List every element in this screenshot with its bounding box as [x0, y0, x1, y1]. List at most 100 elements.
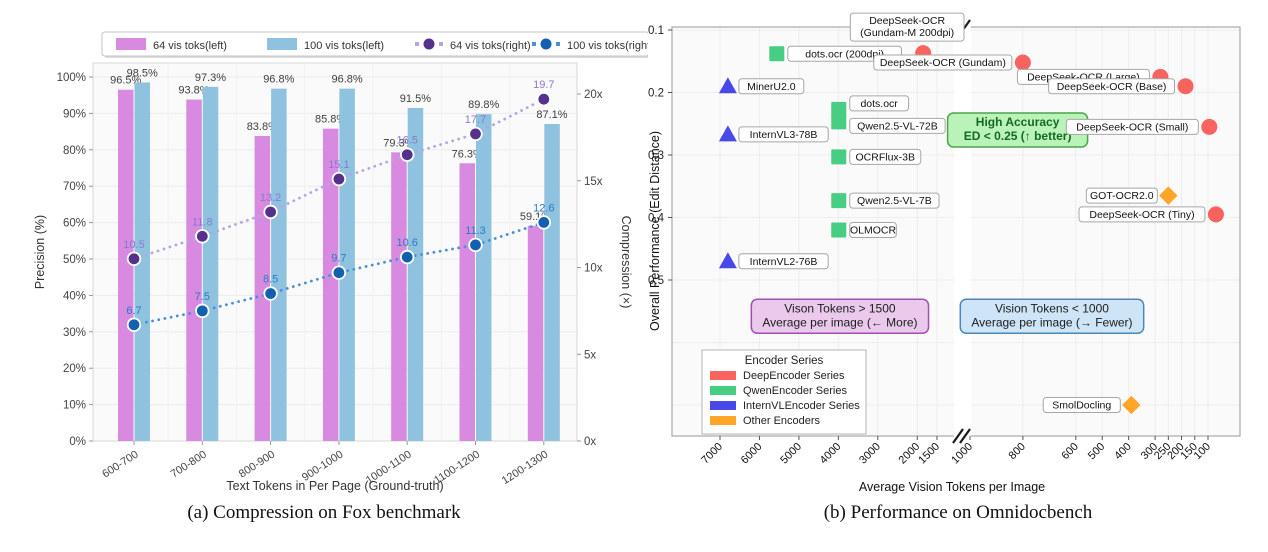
svg-text:3000: 3000 [857, 441, 883, 467]
legend-label: DeepEncoder Series [743, 370, 845, 382]
ytick-right: 20x [584, 89, 603, 101]
fox-benchmark-chart: 96.5%93.8%83.8%85.8%79.3%76.3%59.1%98.5%… [33, 31, 648, 493]
point-label-box [1048, 78, 1176, 95]
bar-value-label: 87.1% [536, 109, 567, 121]
point-label: MinerU2.0 [747, 81, 796, 93]
point-label-box [1065, 118, 1199, 135]
ytick-b: 0.2 [648, 88, 664, 100]
ytick-left: 10% [63, 400, 86, 412]
point-qwen2.5-vl-72b [831, 114, 847, 130]
ytick-left: 80% [63, 145, 86, 157]
line-dot [468, 237, 483, 253]
annotation-text: Vison Tokens > 1500 [784, 301, 896, 315]
caption-b: (b) Performance on Omnidocbench [823, 502, 1093, 523]
bar-value-label: 83.8% [247, 121, 278, 133]
legend-dot-small [556, 42, 560, 46]
dot-value-label: 6.7 [126, 305, 141, 317]
legend-swatch-internvl [710, 401, 736, 410]
ytick-b: 0.4 [648, 213, 665, 225]
bar-64-vis-toks-left--900-1000 [322, 128, 339, 442]
line-dot [536, 92, 552, 107]
line-dot [263, 286, 278, 301]
point-label: dots.ocr [860, 98, 898, 110]
svg-text:800-900: 800-900 [237, 448, 277, 480]
line-dot [468, 126, 483, 142]
ytick-b: 0.3 [648, 150, 664, 162]
point-smoldocling [1122, 395, 1141, 415]
point-label-box [1042, 397, 1121, 413]
legend-label: 64 vis toks(left) [153, 40, 227, 52]
line-dot [263, 204, 278, 220]
xtick-b: 7000 [699, 441, 725, 467]
bar-100-vis-toks-left--700-800 [202, 86, 219, 441]
xtick-b: 4000 [818, 441, 844, 467]
svg-text:1200-1300: 1200-1300 [500, 448, 551, 487]
point-label-box [738, 253, 829, 270]
legend-label: 64 vis toks(right) [450, 40, 531, 52]
xtick-b: 800 [1007, 441, 1028, 462]
bar-value-label: 93.8% [178, 85, 209, 97]
dot-value-label: 11.8 [192, 216, 213, 228]
point-label-box [1078, 206, 1206, 223]
point-label: SmolDocling [1052, 400, 1111, 412]
ytick-left: 70% [63, 181, 86, 193]
point-label-box [787, 45, 903, 62]
xtick-a: 600-700 [100, 448, 140, 480]
bar-value-label: 79.3% [383, 137, 414, 149]
svg-text:2000: 2000 [897, 441, 923, 467]
point-label: OLMOCR [850, 225, 897, 237]
point-internvl2-76b [718, 252, 737, 269]
point-qwen2.5-vl-7b [831, 193, 847, 209]
point-ocrflux-3b [831, 149, 847, 165]
point-label: InternVL2-76B [750, 256, 818, 268]
ylabel-b: Overall Performance (Edit Distance) [648, 131, 662, 331]
annotation-text: ED < 0.25 (↑ better) [964, 129, 1072, 143]
bar-100-vis-toks-left--600-700 [134, 82, 150, 442]
bar-64-vis-toks-left--700-800 [186, 99, 202, 442]
dot-value-label: 13.2 [260, 192, 281, 204]
xlabel-a: Text Tokens in Per Page (Ground-truth) [226, 479, 443, 493]
dot-value-label: 11.3 [465, 225, 486, 237]
svg-text:Overall Performance (Edit Dist: Overall Performance (Edit Distance) [648, 131, 662, 331]
point-label-box [849, 12, 965, 42]
point-label: Qwen2.5-VL-7B [857, 195, 932, 207]
point-label: (Gundam-M 200dpi) [860, 27, 954, 39]
point-dots.ocr-200dpi- [769, 46, 785, 62]
point-mineru2.0 [718, 77, 737, 94]
dot-value-label: 10.5 [123, 239, 144, 251]
svg-text:700-800: 700-800 [169, 448, 209, 480]
svg-text:Precision (%): Precision (%) [33, 215, 47, 289]
line-dot [126, 251, 142, 267]
svg-text:6000: 6000 [739, 441, 765, 467]
point-label: DeepSeek-OCR (Tiny) [1089, 209, 1194, 221]
bar-value-label: 96.8% [263, 74, 294, 86]
xtick-a: 1200-1300 [500, 448, 551, 487]
svg-text:4000: 4000 [818, 441, 844, 467]
axis-break-slash [959, 428, 971, 444]
point-label-box [738, 126, 829, 143]
dot-value-label: 16.5 [396, 135, 417, 147]
ytick-left: 90% [63, 108, 86, 120]
svg-text:100: 100 [1192, 441, 1213, 462]
ytick-left: 100% [57, 72, 86, 84]
ytick-left: 20% [63, 363, 86, 375]
point-got-ocr2.0 [1159, 186, 1178, 205]
point-label-box [873, 54, 1013, 71]
bar-64-vis-toks-left--1200-1300 [527, 225, 544, 441]
point-label: InternVL3-78B [750, 129, 818, 141]
legend-swatch-qwen [710, 386, 736, 395]
ylabel-left: Precision (%) [33, 215, 47, 289]
bar-100-vis-toks-left--1100-1200 [476, 114, 492, 442]
svg-text:600-700: 600-700 [100, 448, 140, 480]
xtick-b: 6000 [739, 441, 765, 467]
point-dots.ocr [831, 101, 847, 117]
annotation-text: High Accuracy [976, 115, 1060, 129]
dot-value-label: 15.1 [328, 159, 349, 171]
svg-text:400: 400 [1112, 441, 1133, 462]
legend-label: QwenEncoder Series [743, 385, 847, 397]
svg-text:7000: 7000 [699, 441, 725, 467]
svg-text:Compression (×): Compression (×) [619, 216, 633, 309]
point-label-box [849, 117, 946, 134]
axis-break-band [954, 18, 971, 445]
